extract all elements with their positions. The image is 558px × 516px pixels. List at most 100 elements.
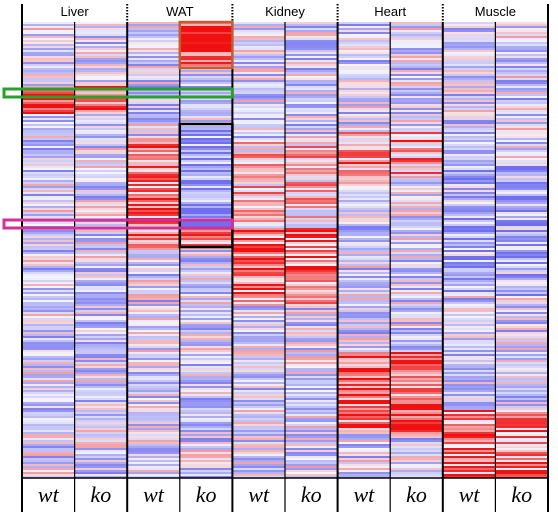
heatmap-cell xyxy=(127,36,181,39)
heatmap-cell xyxy=(390,86,444,89)
heatmap-cell xyxy=(127,298,181,301)
heatmap-cell xyxy=(127,406,181,409)
heatmap-cell xyxy=(74,434,128,437)
heatmap-cell xyxy=(22,106,75,109)
heatmap-cell xyxy=(442,52,496,55)
heatmap-cell xyxy=(232,266,286,269)
heatmap-cell xyxy=(127,318,181,321)
heatmap-cell xyxy=(390,468,444,471)
heatmap-cell xyxy=(232,26,286,29)
heatmap-cell xyxy=(442,112,496,115)
heatmap-cell xyxy=(337,156,391,159)
heatmap-cell xyxy=(127,56,181,59)
heatmap-cell xyxy=(442,308,496,311)
heatmap-cell xyxy=(285,150,338,153)
heatmap-cell xyxy=(442,368,496,371)
heatmap-cell xyxy=(179,138,233,141)
heatmap-cell xyxy=(495,68,549,71)
heatmap-cell xyxy=(442,176,496,179)
heatmap-cell xyxy=(390,158,444,161)
heatmap-cell xyxy=(390,126,444,129)
heatmap-cell xyxy=(232,28,286,31)
heatmap-cell xyxy=(442,292,496,295)
heatmap-cell xyxy=(495,372,549,375)
heatmap-cell xyxy=(285,240,338,243)
heatmap-cell xyxy=(285,238,338,241)
heatmap-cell xyxy=(232,174,286,177)
heatmap-cell xyxy=(337,64,391,67)
heatmap-cell xyxy=(390,314,444,317)
heatmap-cell xyxy=(179,342,233,345)
heatmap-cell xyxy=(22,398,75,401)
heatmap-cell xyxy=(127,468,181,471)
heatmap-cell xyxy=(232,88,286,91)
heatmap-cell xyxy=(390,328,444,331)
heatmap-cell xyxy=(179,60,233,63)
heatmap-cell xyxy=(22,380,75,383)
heatmap-cell xyxy=(127,448,181,451)
heatmap-cell xyxy=(74,292,128,295)
heatmap-cell xyxy=(179,222,233,225)
heatmap-cell xyxy=(337,182,391,185)
heatmap-cell xyxy=(337,390,391,393)
heatmap-cell xyxy=(285,46,338,49)
heatmap-cell xyxy=(22,370,75,373)
heatmap-cell xyxy=(337,238,391,241)
heatmap-cell xyxy=(127,356,181,359)
heatmap-cell xyxy=(232,254,286,257)
heatmap-cell xyxy=(232,156,286,159)
heatmap-cell xyxy=(179,276,233,279)
heatmap-cell xyxy=(390,286,444,289)
heatmap-cell xyxy=(337,120,391,123)
heatmap-cell xyxy=(232,406,286,409)
heatmap-cell xyxy=(232,250,286,253)
heatmap-cell xyxy=(22,208,75,211)
heatmap-cell xyxy=(390,390,444,393)
heatmap-cell xyxy=(442,152,496,155)
heatmap-cell xyxy=(127,48,181,51)
heatmap-cell xyxy=(232,436,286,439)
heatmap-cell xyxy=(232,474,286,477)
heatmap-cell xyxy=(337,32,391,35)
heatmap-cell xyxy=(127,78,181,81)
heatmap-cell xyxy=(390,234,444,237)
heatmap-cell xyxy=(285,130,338,133)
heatmap-cell xyxy=(390,214,444,217)
heatmap-cell xyxy=(442,266,496,269)
heatmap-cell xyxy=(127,314,181,317)
heatmap-cell xyxy=(337,296,391,299)
heatmap-cell xyxy=(127,62,181,65)
heatmap-cell xyxy=(179,240,233,243)
heatmap-cell xyxy=(337,178,391,181)
heatmap-cell xyxy=(22,190,75,193)
heatmap-cell xyxy=(179,310,233,313)
heatmap-cell xyxy=(442,142,496,145)
heatmap-cell xyxy=(74,384,128,387)
heatmap-cell xyxy=(442,332,496,335)
heatmap-cell xyxy=(127,332,181,335)
heatmap-cell xyxy=(127,156,181,159)
heatmap-cell xyxy=(495,472,549,475)
heatmap-cell xyxy=(337,334,391,337)
heatmap-cell xyxy=(179,208,233,211)
heatmap-cell xyxy=(127,326,181,329)
heatmap-cell xyxy=(127,176,181,179)
heatmap-cell xyxy=(495,308,549,311)
heatmap-cell xyxy=(179,242,233,245)
heatmap-cell xyxy=(179,224,233,227)
heatmap-cell xyxy=(390,280,444,283)
heatmap-cell xyxy=(390,262,444,265)
heatmap-cell xyxy=(285,54,338,57)
heatmap-cell xyxy=(337,388,391,391)
heatmap-cell xyxy=(337,24,391,27)
heatmap-cell xyxy=(285,184,338,187)
heatmap-cell xyxy=(285,158,338,161)
heatmap-cell xyxy=(127,312,181,315)
heatmap-cell xyxy=(337,94,391,97)
heatmap-cell xyxy=(74,472,128,475)
heatmap-cell xyxy=(495,38,549,41)
heatmap-cell xyxy=(232,126,286,129)
heatmap-cell xyxy=(22,310,75,313)
heatmap-cell xyxy=(390,366,444,369)
heatmap-cell xyxy=(127,132,181,135)
